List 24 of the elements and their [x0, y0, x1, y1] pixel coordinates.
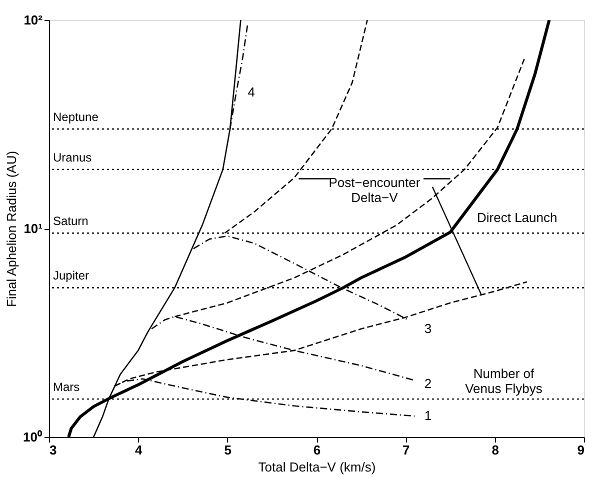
- annotation: Direct Launch: [477, 210, 558, 226]
- annotation: 3: [424, 320, 432, 336]
- annotation: 1: [424, 408, 432, 424]
- ref-line-label: Mars: [53, 380, 80, 394]
- x-tick-label: 8: [492, 442, 499, 458]
- ref-line-label: Neptune: [53, 110, 99, 124]
- ref-line-label: Saturn: [53, 214, 88, 228]
- x-tick-label: 9: [577, 442, 584, 458]
- annotation: Post−encounter Delta−V: [328, 175, 421, 206]
- x-tick-label: 4: [135, 442, 144, 458]
- annotation: Number of Venus Flybys: [465, 366, 543, 396]
- x-tick-label: 5: [224, 442, 232, 458]
- y-tick-label: 10¹: [24, 221, 42, 236]
- annotation: 2: [424, 376, 432, 391]
- y-tick-label: 10⁰: [23, 430, 42, 444]
- ref-line-label: Uranus: [53, 150, 92, 164]
- y-axis-title: Final Aphelion Radius (AU): [4, 150, 20, 308]
- ref-line-label: Jupiter: [53, 268, 90, 283]
- x-tick-label: 7: [402, 442, 410, 458]
- x-tick-label: 6: [313, 442, 321, 458]
- x-axis-title: Total Delta−V (km/s): [258, 460, 376, 474]
- y-tick-label: 10²: [24, 12, 44, 28]
- annotation: 4: [248, 84, 256, 100]
- x-tick-label: 3: [50, 442, 57, 458]
